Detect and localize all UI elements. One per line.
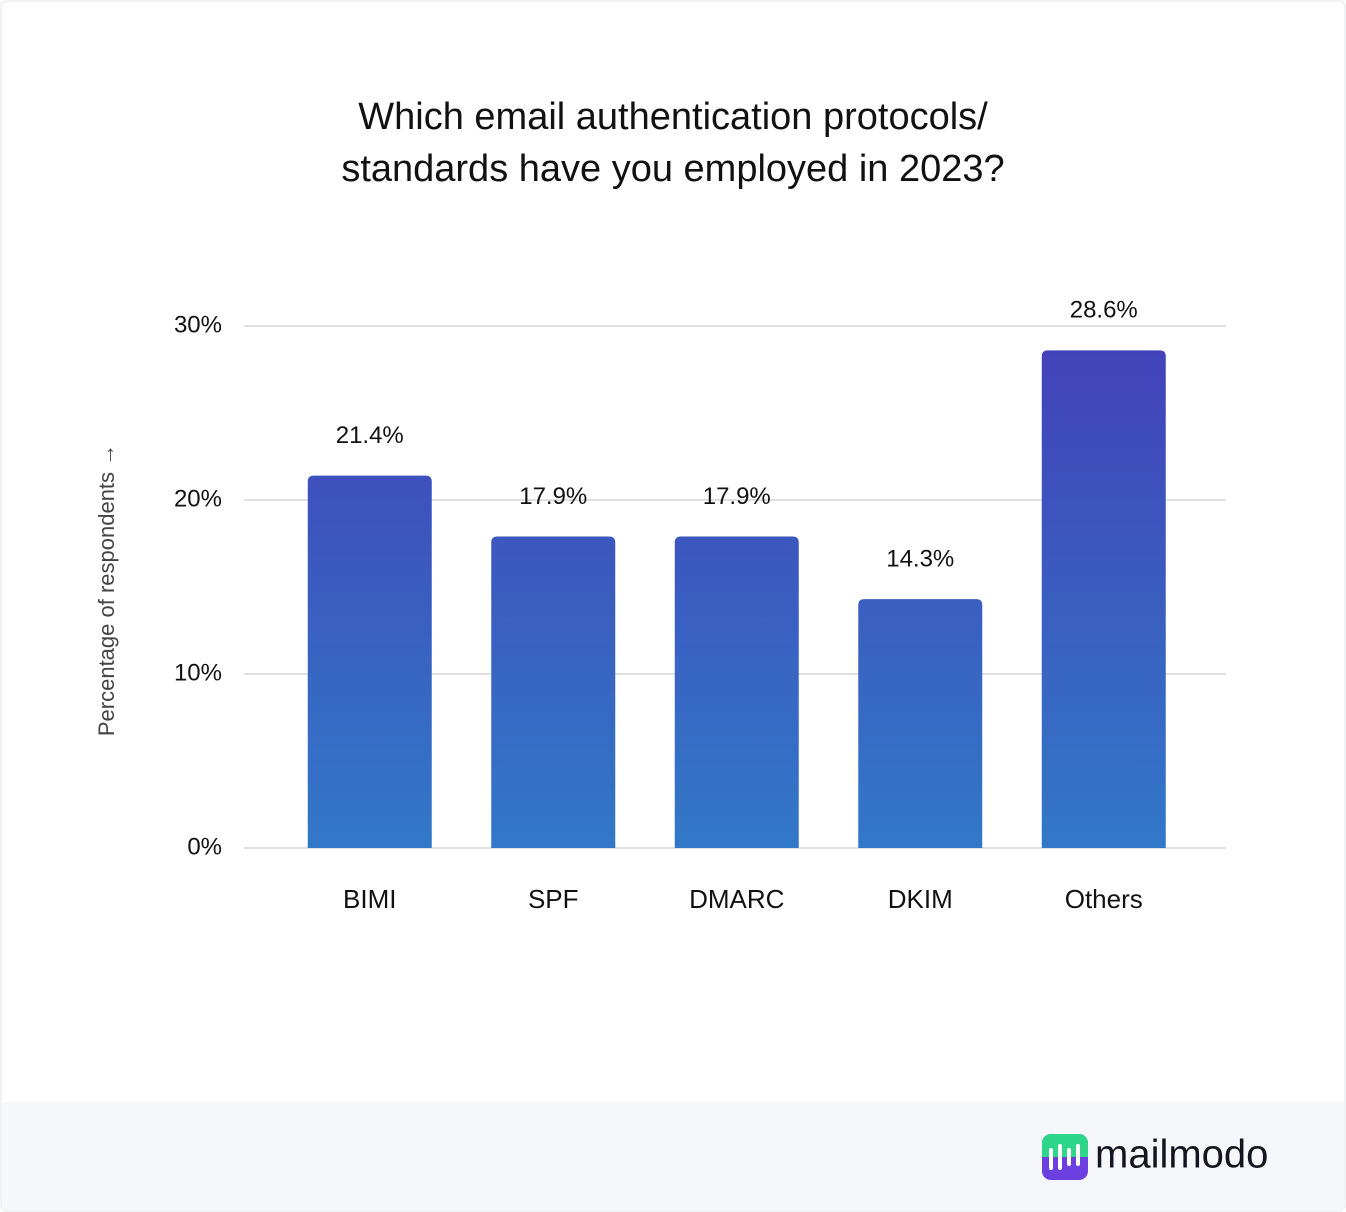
y-axis-label: Percentage of respondents → [94,444,119,736]
y-tick-label: 30% [174,311,222,338]
brand: mailmodo [1095,1133,1268,1177]
footer-band [2,1102,1344,1210]
x-tick-label: Others [1065,884,1143,914]
y-tick-label: 20% [174,485,222,512]
bar [491,536,616,848]
x-tick-label: DMARC [689,884,784,914]
bar [1041,350,1166,848]
x-tick-label: DKIM [888,884,953,914]
x-tick-label: BIMI [343,884,396,914]
value-label: 17.9% [519,483,587,510]
chart-title: Which email authentication protocols/ [358,96,988,138]
bar [674,536,799,848]
y-tick-label: 10% [174,659,222,686]
x-tick-label: SPF [528,884,579,914]
bar [307,475,432,848]
bar [858,599,983,848]
value-label: 17.9% [703,483,771,510]
logo-icon-lines [1049,1144,1080,1170]
value-label: 21.4% [336,422,404,449]
logo-icon-top [1042,1134,1088,1157]
value-label: 28.6% [1070,297,1138,324]
y-tick-label: 0% [187,833,222,860]
chart-title: standards have you employed in 2023? [341,148,1004,190]
value-label: 14.3% [886,546,954,573]
logo: mailmodo [1042,1133,1268,1180]
